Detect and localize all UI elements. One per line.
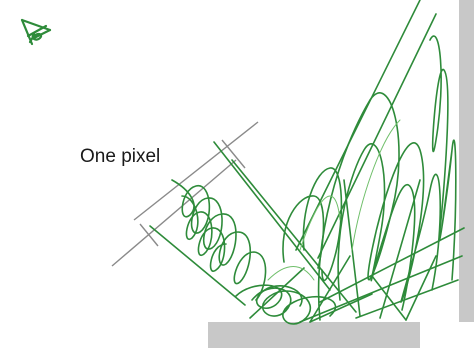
faint-ray-2 xyxy=(299,195,341,251)
loop-center-tall-2 xyxy=(282,195,325,269)
ray-long-3 xyxy=(213,141,331,291)
tall-loops-right xyxy=(317,92,442,321)
loops-center-2 xyxy=(235,284,303,309)
dimension-line-lower xyxy=(111,159,237,267)
ray-long-10 xyxy=(405,255,437,321)
ray-long-9 xyxy=(371,275,407,321)
ray-long-8 xyxy=(355,279,459,319)
ray-long-11 xyxy=(309,255,351,323)
faint-ray-1 xyxy=(351,119,401,251)
floor xyxy=(208,322,420,348)
one-pixel-label: One pixel xyxy=(80,146,161,167)
zigzag-left-2 xyxy=(181,195,227,272)
ray-long-5 xyxy=(231,159,357,313)
loops-center xyxy=(251,287,337,325)
light-rays-faint xyxy=(267,119,401,281)
light-source-cursor-icon xyxy=(20,18,52,46)
tall-loops-right-2 xyxy=(337,143,416,311)
ray-long-6 xyxy=(319,227,465,303)
faint-ray-3 xyxy=(267,266,315,281)
ray-long-2 xyxy=(317,13,437,259)
dimension-tick-lower xyxy=(139,223,159,247)
zigzag-left xyxy=(171,179,267,301)
ray-long-7 xyxy=(299,255,463,323)
dimension-line-upper xyxy=(133,121,259,221)
ray-long-4 xyxy=(149,225,246,306)
tall-loops-right-3 xyxy=(429,35,457,281)
pixel-dimension-lines xyxy=(111,121,259,267)
light-rays xyxy=(149,0,465,325)
dimension-tick-upper xyxy=(221,139,246,169)
ray-long-1 xyxy=(295,0,421,251)
ray-long-14 xyxy=(379,179,421,319)
wall xyxy=(459,0,474,322)
loop-center-tall xyxy=(302,167,343,282)
